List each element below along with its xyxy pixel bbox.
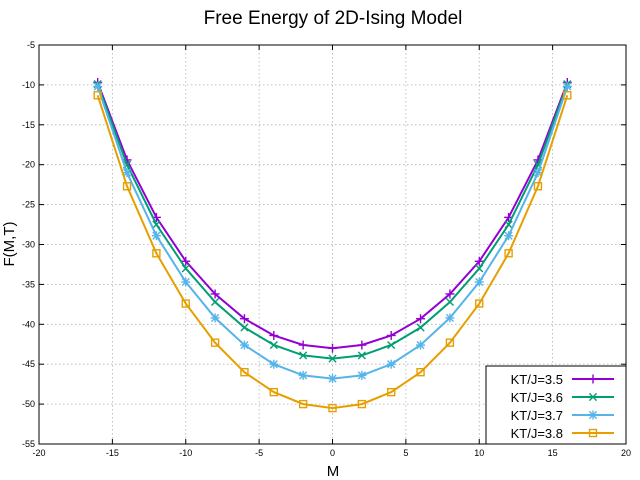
legend-label: KT/J=3.8	[511, 426, 563, 441]
data-point	[386, 330, 396, 340]
data-point	[240, 323, 249, 332]
data-point	[239, 340, 249, 350]
data-point	[269, 387, 278, 397]
data-point	[93, 81, 103, 91]
legend-label: KT/J=3.7	[511, 408, 563, 423]
x-tick-label: -15	[106, 448, 119, 458]
legend-label: KT/J=3.6	[511, 390, 563, 405]
x-axis-label: M	[327, 463, 340, 480]
data-point	[122, 168, 132, 178]
data-point	[386, 359, 396, 369]
y-tick-label: -55	[22, 439, 35, 449]
data-point	[210, 289, 220, 299]
data-point	[298, 340, 308, 350]
data-point	[269, 340, 278, 350]
data-point	[416, 367, 425, 377]
data-point	[416, 323, 425, 332]
legend-marker	[588, 410, 598, 420]
data-point	[328, 343, 337, 353]
y-axis-label: F(M,T)	[1, 222, 18, 267]
x-tick-label: 5	[403, 448, 408, 458]
x-tick-label: 10	[474, 448, 484, 458]
data-point	[151, 231, 161, 241]
data-point	[240, 367, 249, 377]
data-point	[563, 91, 572, 100]
data-point	[387, 340, 396, 350]
y-tick-label: -35	[22, 279, 35, 289]
data-point	[152, 220, 161, 229]
data-point	[298, 399, 308, 409]
data-point	[357, 351, 366, 360]
y-tick-label: -10	[22, 80, 35, 90]
axis-ticks: -20 -15 -10 -5 0 5 10 15 20-55-50-45-40-35-30-25…	[22, 40, 631, 458]
data-point	[474, 277, 484, 287]
data-point	[357, 370, 367, 380]
x-tick-label: -5	[255, 448, 263, 458]
data-point	[210, 338, 220, 347]
chart-title: Free Energy of 2D-Ising Model	[204, 8, 463, 29]
x-tick-label: 15	[548, 448, 558, 458]
data-point	[298, 370, 308, 380]
data-point	[181, 256, 191, 266]
data-point	[239, 314, 249, 324]
data-point	[533, 182, 543, 191]
data-point	[181, 299, 190, 308]
series-1	[93, 78, 572, 353]
data-point	[357, 399, 367, 409]
data-point	[474, 256, 484, 266]
y-tick-label: -20	[22, 160, 35, 170]
data-point	[475, 264, 484, 273]
x-tick-label: 20	[621, 448, 631, 458]
series-layer	[93, 78, 572, 413]
data-point	[533, 168, 543, 178]
data-point	[269, 330, 279, 340]
data-point	[562, 81, 572, 91]
data-point	[504, 249, 513, 258]
y-tick-label: -5	[27, 40, 35, 50]
data-point	[299, 351, 308, 360]
data-point	[93, 91, 102, 100]
legend: KT/J=3.5 KT/J=3.6 KT/J=3.7 KT/J=3.8	[485, 365, 627, 445]
data-point	[445, 297, 454, 307]
data-point	[416, 314, 426, 324]
data-point	[328, 354, 337, 363]
data-point	[504, 231, 514, 241]
series-3	[93, 81, 572, 384]
data-point	[387, 387, 396, 397]
x-tick-label: -10	[179, 448, 192, 458]
y-tick-label: -30	[22, 240, 35, 250]
y-tick-label: -15	[22, 120, 35, 130]
plot-frame	[38, 44, 627, 445]
legend-label: KT/J=3.5	[511, 372, 563, 387]
data-point	[122, 182, 132, 191]
data-point	[210, 313, 220, 323]
series-line	[96, 94, 569, 410]
data-point	[357, 340, 367, 350]
y-tick-label: -25	[22, 200, 35, 210]
data-point	[504, 220, 513, 229]
x-tick-label: -20	[32, 448, 45, 458]
y-tick-label: -45	[22, 359, 35, 369]
data-point	[328, 403, 337, 413]
x-tick-label: 0	[330, 448, 335, 458]
data-point	[152, 249, 161, 258]
data-point	[445, 338, 455, 347]
data-point	[181, 264, 190, 273]
data-point	[269, 359, 279, 369]
legend-marker	[588, 374, 598, 384]
data-point	[416, 340, 426, 350]
data-point	[211, 297, 220, 307]
data-point	[445, 313, 455, 323]
y-tick-label: -50	[22, 399, 35, 409]
data-point	[181, 277, 191, 287]
data-point	[445, 289, 455, 299]
y-tick-label: -40	[22, 319, 35, 329]
data-point	[328, 374, 337, 384]
legend-marker	[588, 428, 598, 438]
data-point	[475, 299, 484, 308]
series-4	[93, 91, 572, 413]
legend-marker	[588, 392, 598, 402]
